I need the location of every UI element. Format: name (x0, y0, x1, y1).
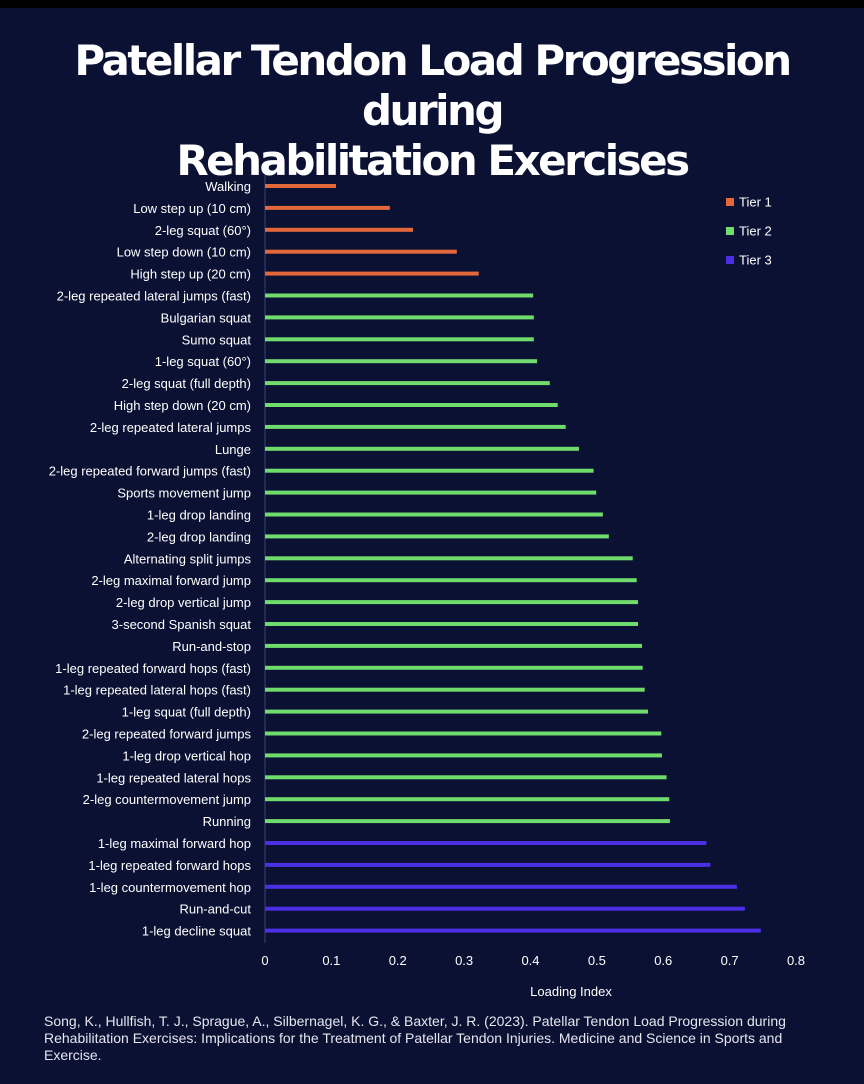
x-tick-label: 0.4 (521, 953, 539, 968)
bar-tier-2 (265, 819, 670, 824)
x-tick-label: 0.5 (588, 953, 606, 968)
category-label: Running (203, 814, 251, 829)
bar-tier-2 (265, 556, 633, 561)
category-label: Lunge (215, 442, 251, 457)
category-label: 2-leg repeated forward jumps (fast) (49, 464, 251, 479)
x-tick-label: 0.1 (322, 953, 340, 968)
bar-tier-2 (265, 731, 662, 736)
category-label: 1-leg repeated lateral hops (fast) (63, 683, 251, 698)
category-label: 1-leg maximal forward hop (98, 836, 251, 851)
category-label: 2-leg squat (full depth) (122, 376, 251, 391)
legend-swatch (726, 227, 734, 235)
bar-tier-2 (265, 446, 579, 451)
category-label: 1-leg countermovement hop (89, 880, 251, 895)
chart-title-line-2: Rehabilitation Exercises (176, 136, 690, 185)
category-label: High step up (20 cm) (130, 267, 251, 282)
category-label: Bulgarian squat (161, 310, 252, 325)
category-label: 1-leg drop landing (147, 508, 251, 523)
category-label: Run-and-cut (179, 902, 251, 917)
bar-tier-1 (265, 205, 390, 210)
category-label: Low step down (10 cm) (117, 245, 251, 260)
bar-tier-1 (265, 271, 479, 276)
bar-tier-2 (265, 359, 538, 364)
legend-label: Tier 2 (739, 224, 772, 239)
category-label: Walking (205, 179, 251, 194)
category-label: 2-leg maximal forward jump (91, 573, 251, 588)
category-label: 1-leg repeated lateral hops (96, 770, 251, 785)
bar-tier-3 (265, 906, 745, 911)
bar-tier-1 (265, 184, 337, 188)
bar-tier-2 (265, 337, 534, 342)
category-label: 2-leg drop landing (147, 529, 251, 544)
category-label: Sports movement jump (117, 486, 251, 501)
x-tick-label: 0.7 (721, 953, 739, 968)
bar-tier-2 (265, 622, 639, 626)
bar-tier-2 (265, 403, 558, 407)
bar-tier-2 (265, 315, 534, 320)
bar-tier-2 (265, 643, 643, 648)
category-label: High step down (20 cm) (114, 398, 251, 413)
bar-tier-2 (265, 468, 594, 473)
category-label: 2-leg repeated forward jumps (82, 727, 252, 742)
bar-tier-3 (265, 862, 711, 867)
legend-swatch (726, 256, 734, 264)
category-label: 3-second Spanish squat (112, 617, 252, 632)
category-label: 1-leg repeated forward hops (88, 858, 251, 873)
bar-tier-3 (265, 928, 761, 933)
bar-tier-2 (265, 665, 643, 670)
category-label: 2-leg squat (60°) (155, 223, 251, 238)
bar-tier-3 (265, 884, 737, 889)
bar-tier-2 (265, 578, 637, 583)
x-tick-label: 0.8 (787, 953, 805, 968)
legend-label: Tier 1 (739, 195, 772, 210)
bar-tier-2 (265, 600, 639, 605)
category-label: 2-leg countermovement jump (83, 792, 251, 807)
bar-tier-2 (265, 490, 597, 495)
bar-tier-1 (265, 227, 414, 232)
category-label: 2-leg drop vertical jump (116, 595, 251, 610)
category-label: Low step up (10 cm) (133, 201, 251, 216)
x-axis-title: Loading Index (530, 984, 612, 999)
bar-tier-2 (265, 512, 603, 517)
category-label: 1-leg squat (full depth) (122, 705, 251, 720)
chart-title-line-1: Patellar Tendon Load Progression during (74, 36, 792, 135)
bar-tier-2 (265, 797, 670, 802)
category-label: 2-leg repeated lateral jumps (90, 420, 252, 435)
x-tick-label: 0.2 (389, 953, 407, 968)
top-border-strip (0, 0, 864, 8)
category-label: Sumo squat (182, 332, 252, 347)
category-label: 1-leg drop vertical hop (122, 748, 251, 763)
bar-tier-2 (265, 753, 662, 758)
legend-swatch (726, 198, 734, 206)
category-label: Run-and-stop (172, 639, 251, 654)
bar-tier-2 (265, 424, 566, 429)
bar-tier-2 (265, 381, 550, 386)
x-tick-label: 0.3 (455, 953, 473, 968)
bar-tier-2 (265, 709, 648, 714)
x-tick-label: 0.6 (654, 953, 672, 968)
chart-title: Patellar Tendon Load Progression during … (0, 36, 864, 186)
citation-text: Song, K., Hullfish, T. J., Sprague, A., … (44, 1013, 786, 1063)
bar-tier-1 (265, 249, 457, 254)
bar-tier-2 (265, 687, 645, 692)
bar-tier-2 (265, 534, 609, 539)
x-tick-label: 0 (261, 953, 268, 968)
category-label: 1-leg repeated forward hops (fast) (55, 661, 251, 676)
category-label: 2-leg repeated lateral jumps (fast) (57, 289, 251, 304)
bar-tier-2 (265, 293, 534, 298)
category-label: 1-leg decline squat (142, 924, 252, 939)
bar-tier-3 (265, 841, 707, 845)
category-label: Alternating split jumps (124, 551, 252, 566)
legend-label: Tier 3 (739, 253, 772, 268)
bar-tier-2 (265, 775, 667, 780)
category-label: 1-leg squat (60°) (155, 354, 251, 369)
